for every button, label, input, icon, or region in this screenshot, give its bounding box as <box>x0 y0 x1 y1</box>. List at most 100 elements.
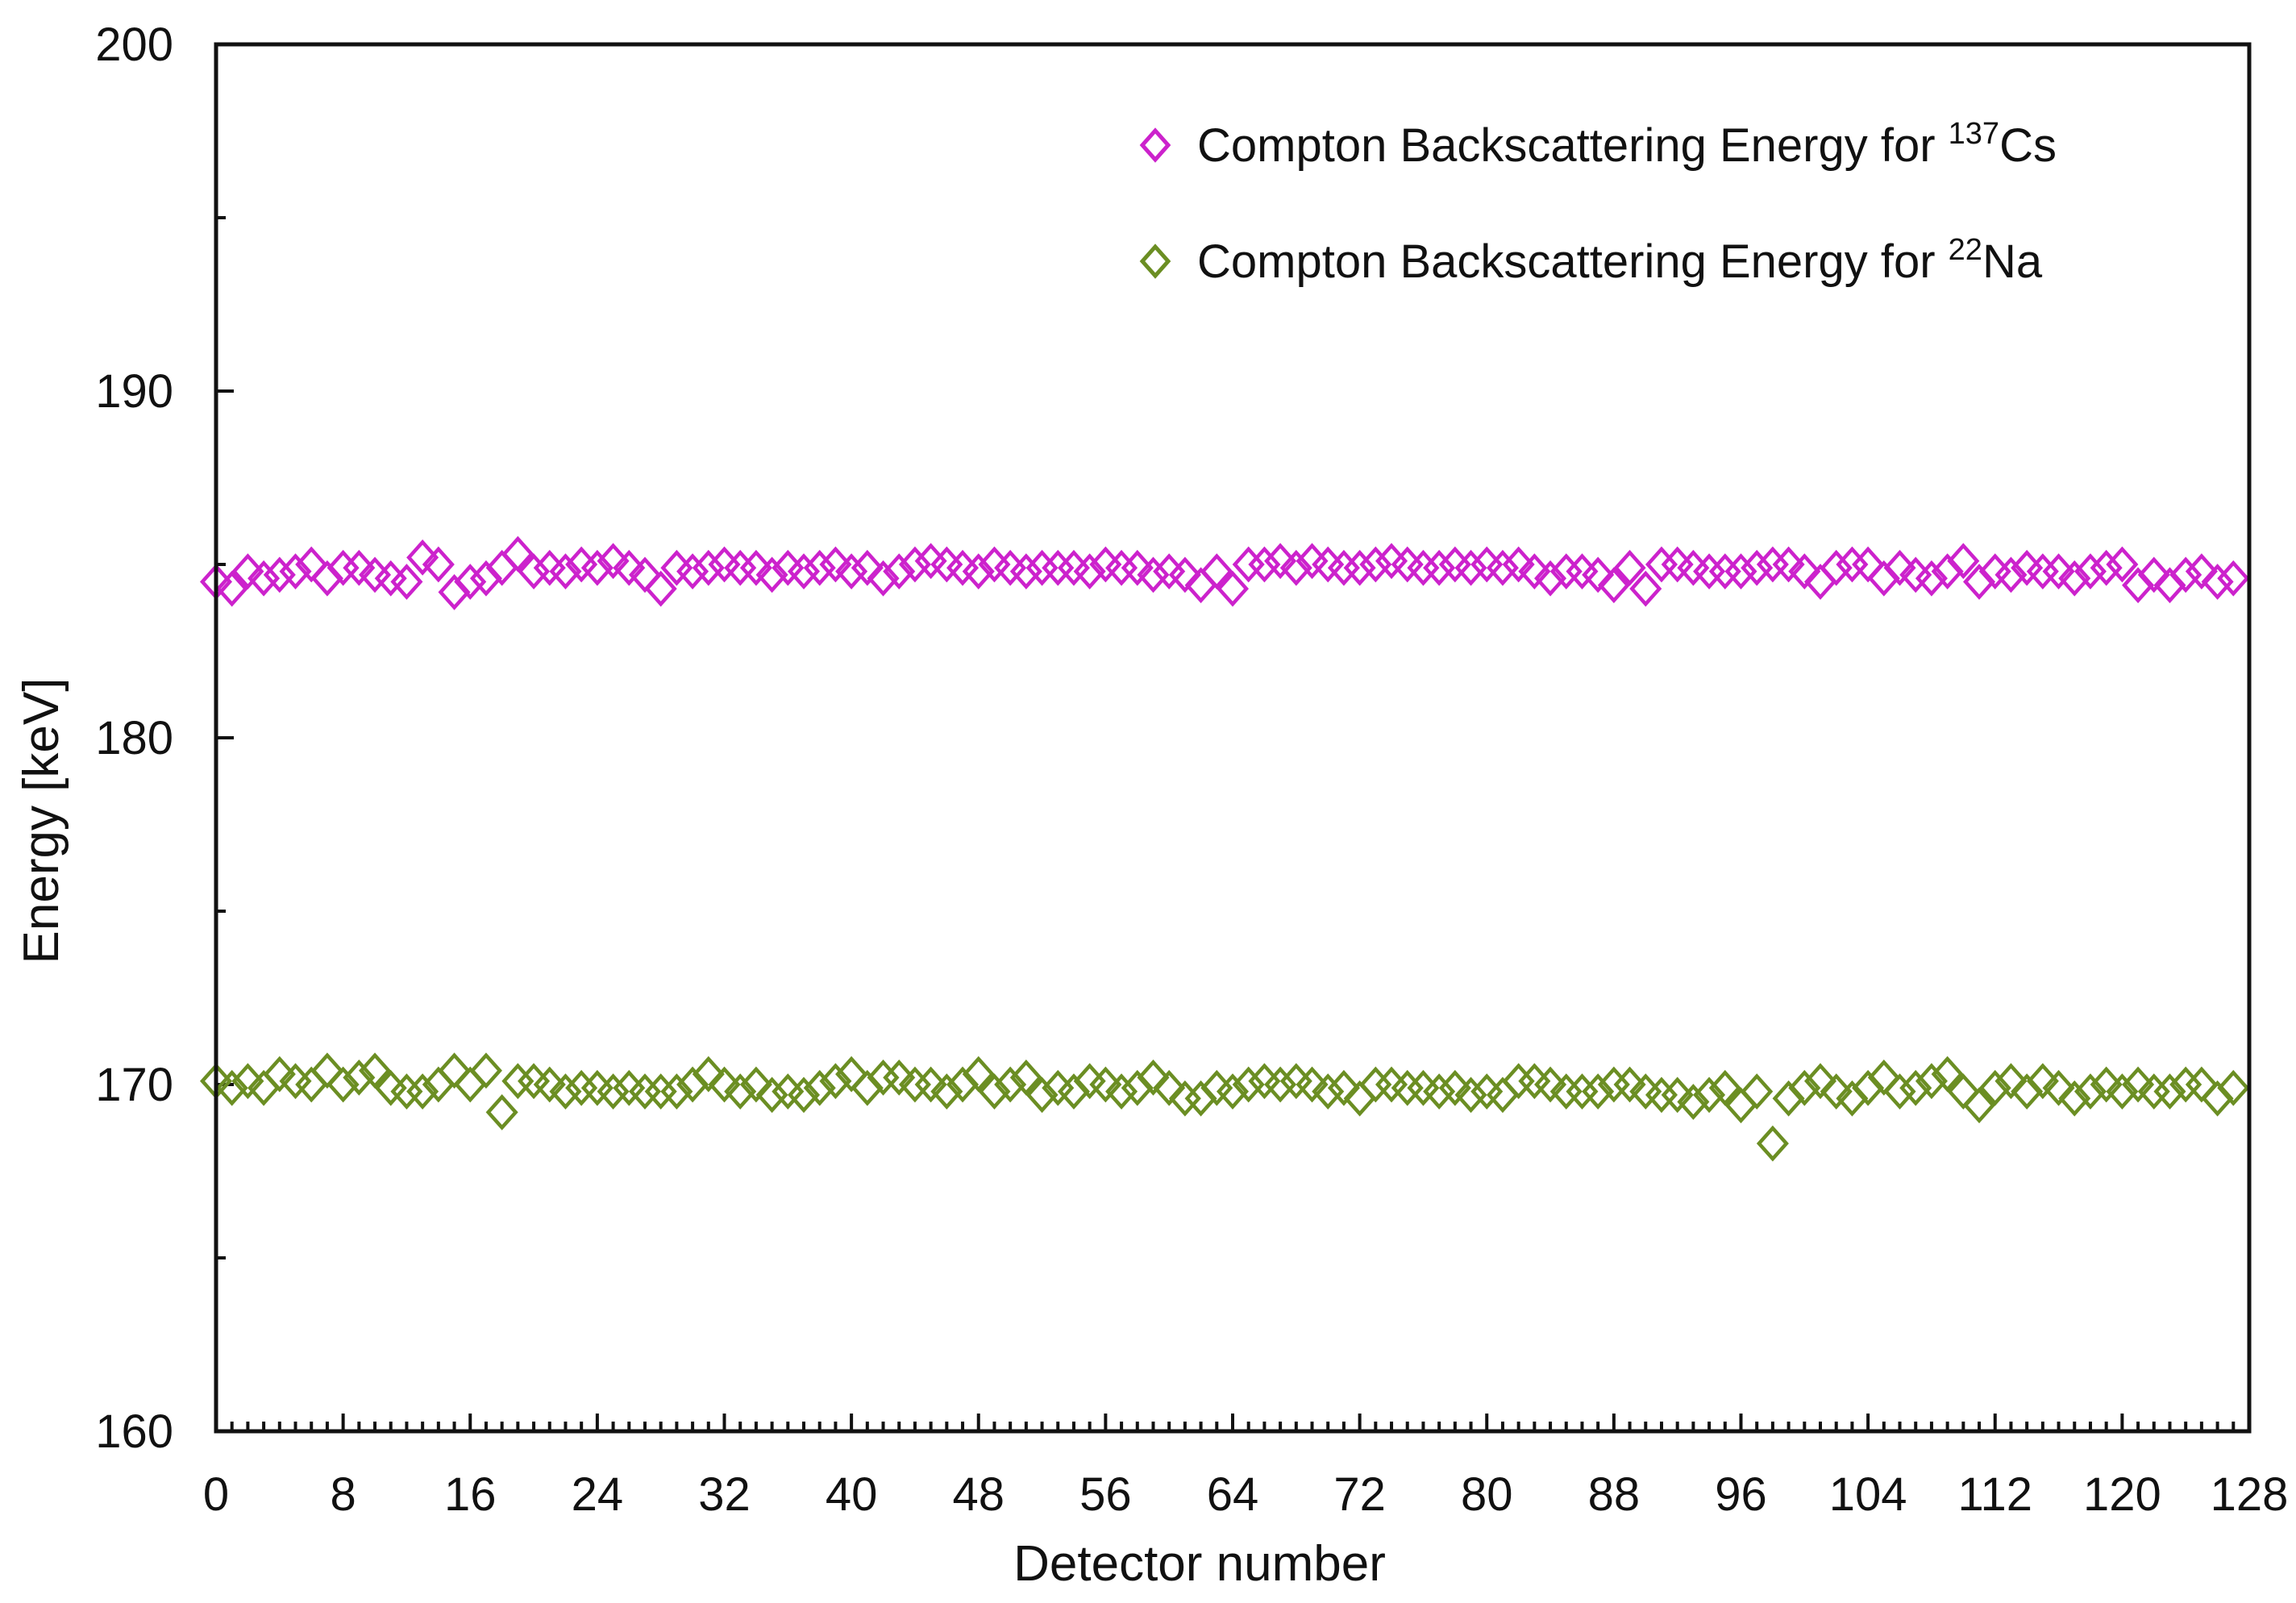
data-point <box>1629 570 1662 607</box>
data-point <box>1582 1073 1615 1110</box>
legend-marker-na22 <box>1139 244 1171 279</box>
data-point <box>692 549 725 586</box>
data-point <box>1915 1063 1948 1100</box>
legend-label-na22-sup: 22 <box>1949 233 1982 267</box>
data-point <box>310 1052 343 1089</box>
y-tick-labels: 160 170 180 190 200 <box>95 19 173 1458</box>
data-point <box>549 553 582 589</box>
y-tick-label: 170 <box>95 1059 173 1111</box>
data-point <box>1200 553 1233 589</box>
data-point <box>867 560 900 597</box>
data-point <box>660 1073 693 1110</box>
data-point <box>1423 1073 1456 1110</box>
series-0 <box>199 535 2250 610</box>
data-point <box>1883 549 1916 586</box>
data-point <box>1105 1073 1138 1110</box>
data-point <box>2201 564 2234 600</box>
data-point <box>438 1052 471 1089</box>
legend-label-na22-end: Na <box>1982 235 2043 288</box>
x-major-ticks <box>214 1414 2251 1431</box>
x-tick-label: 48 <box>952 1468 1004 1521</box>
data-point <box>883 1060 916 1096</box>
legend-label-na22-main: Compton Backscattering Energy for <box>1197 235 1949 288</box>
data-point <box>1534 560 1567 597</box>
data-point <box>2137 556 2170 593</box>
data-point <box>930 1073 963 1110</box>
data-point <box>1089 1066 1122 1103</box>
data-point <box>1852 546 1885 583</box>
y-tick-label: 180 <box>95 712 173 764</box>
x-tick-label: 24 <box>572 1468 624 1521</box>
data-point <box>518 553 551 589</box>
data-point <box>1359 546 1392 583</box>
data-point <box>1867 1060 1900 1096</box>
data-point <box>1264 1066 1297 1103</box>
data-point <box>1121 549 1154 586</box>
data-point <box>628 556 662 593</box>
data-point <box>1978 1069 2011 1106</box>
data-point <box>2153 1073 2186 1110</box>
y-tick-label: 200 <box>95 19 173 71</box>
data-point <box>708 1066 741 1103</box>
x-tick-label: 16 <box>444 1468 497 1521</box>
x-tick-label: 128 <box>2211 1468 2289 1521</box>
x-tick-labels: 0 8 16 24 32 40 48 56 64 72 80 88 96 104 112 120 128 <box>203 1468 2289 1521</box>
data-point <box>2122 1066 2155 1103</box>
data-point <box>454 564 487 600</box>
data-point <box>1947 543 1980 580</box>
data-point <box>2217 560 2250 597</box>
legend-item-cs137: Compton Backscattering Energy for 137Cs <box>1139 117 2057 172</box>
data-point <box>1931 1055 1964 1093</box>
data-point <box>469 1052 502 1089</box>
data-point <box>755 556 788 593</box>
data-point <box>1518 553 1551 589</box>
legend-label-cs137-main: Compton Backscattering Energy for <box>1197 119 1949 172</box>
data-point <box>247 560 281 597</box>
data-point <box>1502 546 1535 583</box>
data-point <box>1613 1066 1646 1103</box>
legend-item-na22: Compton Backscattering Energy for 22Na <box>1139 233 2043 288</box>
data-point <box>914 1066 947 1103</box>
data-point <box>1534 1066 1567 1103</box>
x-tick-label: 64 <box>1207 1468 1259 1521</box>
data-point <box>739 1066 772 1103</box>
data-point <box>1963 1087 1996 1124</box>
data-point <box>819 546 852 583</box>
data-point <box>2185 1066 2218 1103</box>
data-point <box>1741 1073 1774 1110</box>
data-point <box>1327 1069 1360 1106</box>
data-point <box>962 553 995 589</box>
data-point <box>978 1073 1011 1110</box>
data-point <box>1947 1073 1980 1110</box>
x-tick-label: 80 <box>1461 1468 1513 1521</box>
data-point <box>1820 1073 1853 1110</box>
legend-label-cs137-sup: 137 <box>1949 117 1999 151</box>
data-point <box>343 549 376 586</box>
data-point <box>1788 553 1821 589</box>
data-point <box>359 1052 392 1089</box>
data-point <box>1232 1066 1265 1103</box>
data-point <box>962 1055 995 1093</box>
data-point <box>1915 560 1948 597</box>
data-point <box>1486 549 1519 586</box>
data-point <box>1248 546 1281 583</box>
plot-frame <box>214 42 2252 1434</box>
data-point <box>2169 556 2202 593</box>
data-point <box>2042 1069 2075 1106</box>
y-major-ticks <box>216 43 234 1433</box>
data-point <box>1454 549 1487 586</box>
data-point <box>2073 1073 2107 1110</box>
data-point <box>406 539 439 576</box>
data-point <box>787 1076 821 1114</box>
data-point <box>279 553 312 589</box>
x-tick-label: 120 <box>2083 1468 2161 1521</box>
data-point <box>2026 1063 2059 1100</box>
data-point <box>1741 549 1774 586</box>
data-point <box>994 1066 1027 1103</box>
data-point <box>644 570 677 607</box>
data-point <box>1423 549 1456 586</box>
data-point <box>2090 549 2123 586</box>
x-tick-label: 104 <box>1829 1468 1907 1521</box>
data-point <box>2058 560 2091 597</box>
data-point <box>1899 1069 1932 1106</box>
